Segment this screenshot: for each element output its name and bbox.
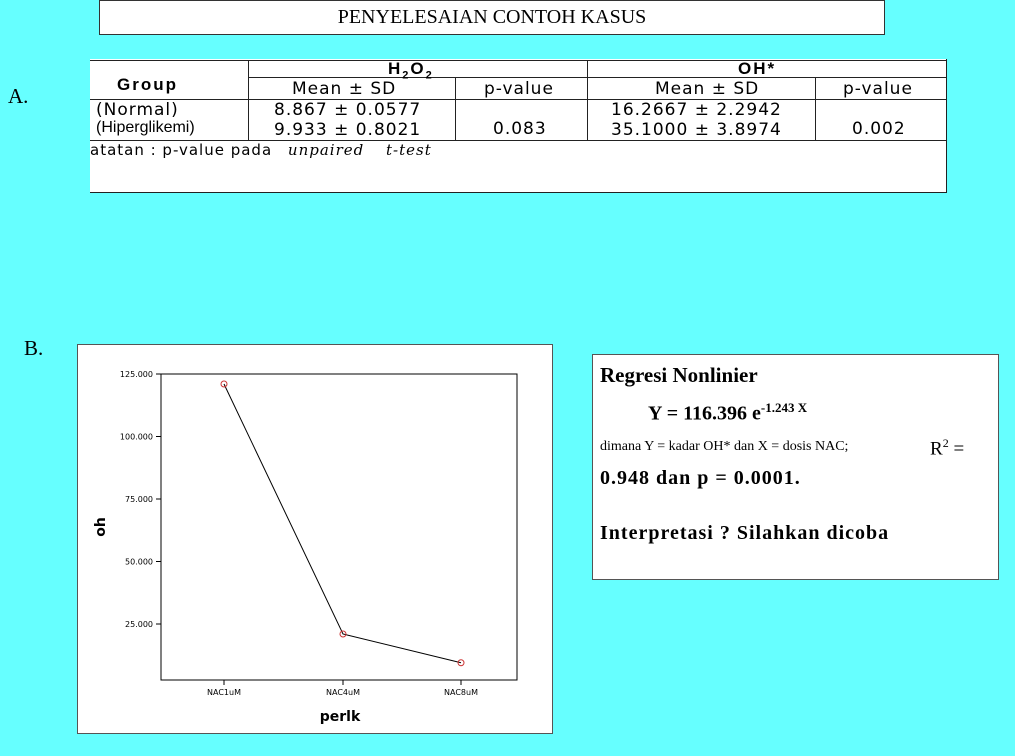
oh-normal-value: 16.2667 ± 2.2942 xyxy=(611,100,782,120)
table-vrule-2 xyxy=(455,77,456,140)
data-point xyxy=(339,630,347,638)
y-tick-label: 25.000 xyxy=(125,620,153,629)
h2o2-o: O xyxy=(410,59,426,78)
page-title: PENYELESAIAN CONTOH KASUS xyxy=(99,0,885,35)
series-line xyxy=(223,383,462,664)
oh-pvalue-header: p-value xyxy=(843,79,913,99)
regression-r2-suffix: = xyxy=(948,438,965,460)
group-normal: (Normal) xyxy=(96,100,179,120)
series-points xyxy=(220,380,465,667)
data-point xyxy=(220,380,228,388)
oh-mean-sd-header: Mean ± SD xyxy=(655,79,760,99)
regression-r2-sup: 2 xyxy=(942,436,949,450)
page-title-text: PENYELESAIAN CONTOH KASUS xyxy=(337,6,647,28)
y-tick-label: 75.000 xyxy=(125,495,153,504)
regression-box: Regresi Nonlinier Y = 116.396 e-1.243 X … xyxy=(592,354,999,580)
regression-eq-exponent: -1.243 X xyxy=(760,400,808,415)
table-vrule-3 xyxy=(587,60,588,140)
table-vrule-4 xyxy=(815,77,816,140)
oh-header: OH* xyxy=(738,59,777,78)
h2o2-header: H2O2 xyxy=(388,59,434,81)
y-tick-label: 100.000 xyxy=(120,433,153,442)
table-vrule-1 xyxy=(248,60,249,140)
regression-equation: Y = 116.396 e-1.243 X xyxy=(648,400,807,426)
h2o2-pvalue: 0.083 xyxy=(493,119,547,139)
data-point xyxy=(457,659,465,667)
regression-r2-prefix: R xyxy=(930,438,943,460)
table-note: atatan : p-value pada unpaired t-test xyxy=(90,141,432,159)
h2o2-hiperglikemi-value: 9.933 ± 0.8021 xyxy=(274,120,422,140)
h2o2-mean-sd-header: Mean ± SD xyxy=(292,79,397,99)
regression-r2-value: 0.948 dan p = 0.0001. xyxy=(600,467,801,489)
regression-interpretation: Interpretasi ? Silahkan dicoba xyxy=(600,522,890,544)
table-note-ttest: t-test xyxy=(386,141,432,159)
plot-frame xyxy=(160,373,518,681)
group-hiperglikemi: (Hiperglikemi) xyxy=(96,119,195,136)
h2o2-normal-value: 8.867 ± 0.0577 xyxy=(274,100,422,120)
oh-pvalue: 0.002 xyxy=(852,119,906,139)
x-axis-label: perlk xyxy=(320,709,361,725)
table-top-rule xyxy=(90,60,946,61)
table-body-rule xyxy=(90,140,946,141)
regression-title: Regresi Nonlinier xyxy=(600,363,758,387)
x-axis: NAC1uM NAC4uM NAC8uM xyxy=(207,680,478,697)
x-tick-label: NAC1uM xyxy=(207,688,241,697)
table-header-rule-1 xyxy=(248,77,946,78)
group-header: Group xyxy=(117,75,178,94)
x-tick-label: NAC4uM xyxy=(326,688,360,697)
regression-description: dimana Y = kadar OH* dan X = dosis NAC; xyxy=(600,439,849,454)
h2o2-sub2: 2 xyxy=(425,69,434,82)
h2o2-pvalue-header: p-value xyxy=(484,79,554,99)
section-a-label: A. xyxy=(8,84,29,108)
h2o2-h: H xyxy=(388,59,403,78)
y-axis: 25.000 50.000 75.000 100.000 125.000 xyxy=(120,370,161,629)
y-tick-label: 125.000 xyxy=(120,370,153,379)
section-b-label: B. xyxy=(24,336,44,360)
x-tick-label: NAC8uM xyxy=(444,688,478,697)
y-tick-label: 50.000 xyxy=(125,558,153,567)
table-note-unpaired: unpaired xyxy=(287,141,365,159)
y-axis-label: oh xyxy=(93,517,109,537)
chart-panel: 25.000 50.000 75.000 100.000 125.000 NAC1uM N… xyxy=(77,344,553,734)
regression-r2: R2 = xyxy=(930,436,964,460)
table-header-rule-2 xyxy=(90,99,946,100)
results-table: Group H2O2 OH* Mean ± SD p-value Mean ± … xyxy=(90,59,947,193)
regression-eq-base: Y = 116.396 e xyxy=(648,402,761,425)
oh-hiperglikemi-value: 35.1000 ± 3.8974 xyxy=(611,120,782,140)
table-note-prefix: atatan : p-value pada xyxy=(90,141,273,159)
h2o2-sub1: 2 xyxy=(402,69,411,82)
